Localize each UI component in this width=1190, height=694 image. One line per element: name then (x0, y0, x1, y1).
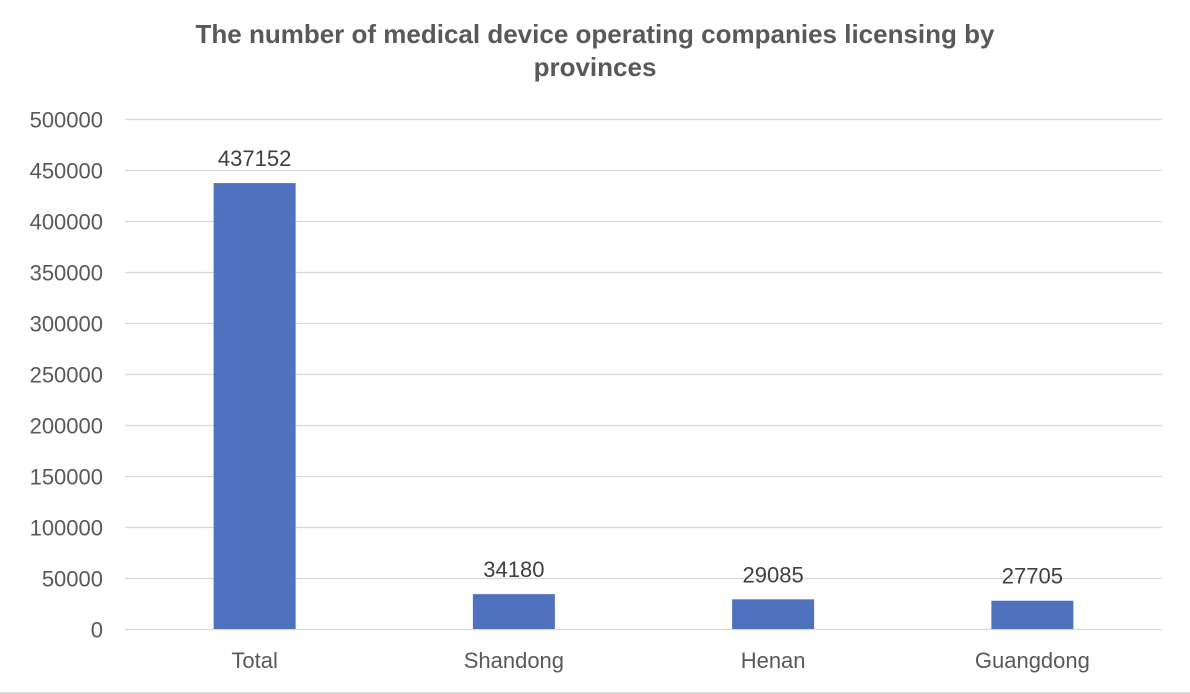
bar-guangdong (991, 600, 1074, 629)
y-tick-label: 300000 (30, 312, 103, 337)
x-tick-label: Total (231, 648, 277, 673)
gridlines (125, 118, 1162, 631)
x-tick-label: Guangdong (975, 648, 1090, 673)
y-axis-tick-labels: 0 50000 100000 150000 200000 250000 300000 3500… (30, 108, 103, 643)
chart-title: The number of medical device operating c… (0, 18, 1190, 84)
chart-title-line-1: The number of medical device operating c… (195, 19, 995, 49)
x-tick-label: Shandong (464, 648, 564, 673)
data-label: 29085 (743, 562, 804, 587)
y-tick-label: 250000 (30, 363, 103, 388)
data-label: 27705 (1002, 564, 1063, 589)
y-tick-label: 350000 (30, 261, 103, 286)
y-tick-label: 100000 (30, 516, 103, 541)
x-tick-label: Henan (741, 648, 806, 673)
data-label: 34180 (483, 557, 544, 582)
y-tick-label: 150000 (30, 465, 103, 490)
chart-title-line-2: provinces (533, 52, 657, 82)
x-axis-tick-labels: Total Shandong Henan Guangdong (231, 648, 1089, 673)
bar-total (213, 183, 296, 629)
y-tick-label: 50000 (42, 567, 103, 592)
y-tick-label: 400000 (30, 210, 103, 235)
y-tick-label: 0 (91, 618, 103, 643)
bar-shandong (472, 594, 555, 629)
data-label: 437152 (218, 146, 291, 171)
y-tick-label: 200000 (30, 414, 103, 439)
y-tick-label: 500000 (30, 108, 103, 133)
y-tick-label: 450000 (30, 159, 103, 184)
data-labels: 437152 34180 29085 27705 (218, 146, 1063, 589)
bottom-divider (0, 692, 1190, 694)
bars (213, 183, 1074, 629)
bar-henan (732, 599, 815, 629)
